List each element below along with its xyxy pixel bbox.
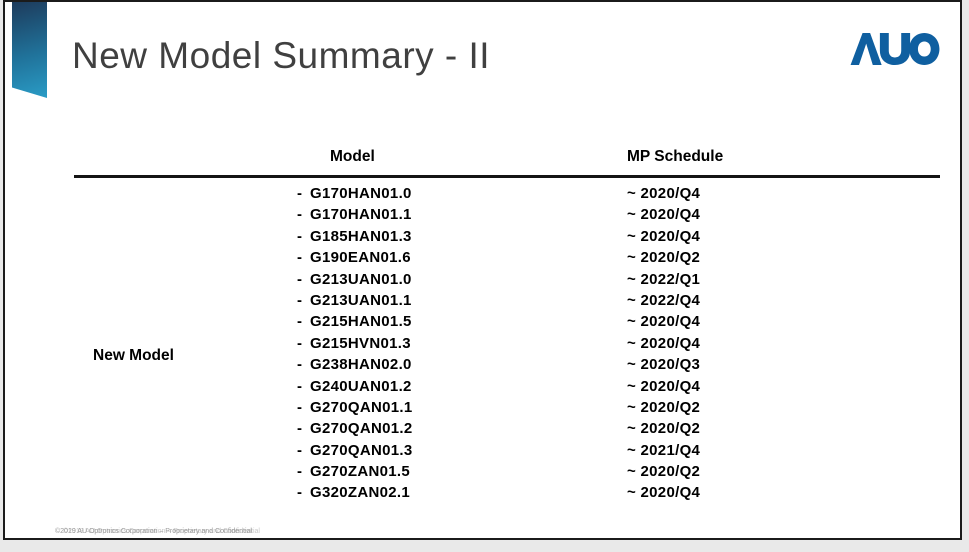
table-row: - G213UAN01.0 ~ 2022/Q1 <box>5 271 960 292</box>
table-row: - G320ZAN02.1 ~ 2020/Q4 <box>5 484 960 505</box>
model-cell: G213UAN01.1 <box>310 291 412 309</box>
table-row: - G185HAN01.3 ~ 2020/Q4 <box>5 228 960 249</box>
model-cell: G240UAN01.2 <box>310 377 412 395</box>
schedule-cell: ~ 2022/Q4 <box>627 291 701 309</box>
row-bullet: - <box>297 313 303 331</box>
column-header-mp-schedule: MP Schedule <box>627 148 724 165</box>
accent-ribbon <box>12 2 47 98</box>
table-row: - G270ZAN01.5 ~ 2020/Q2 <box>5 463 960 484</box>
model-cell: G270QAN01.1 <box>310 398 413 416</box>
row-bullet: - <box>297 484 303 502</box>
model-cell: G215HAN01.5 <box>310 313 412 331</box>
column-header-model: Model <box>330 148 375 165</box>
model-cell: G213UAN01.0 <box>310 270 412 288</box>
schedule-cell: ~ 2020/Q4 <box>627 185 701 202</box>
table-row: - G215HAN01.5 ~ 2020/Q4 <box>5 313 960 334</box>
model-cell: G170HAN01.0 <box>310 185 412 202</box>
model-cell: G270QAN01.2 <box>310 420 413 438</box>
row-bullet: - <box>297 206 303 224</box>
schedule-cell: ~ 2020/Q2 <box>627 249 701 267</box>
schedule-cell: ~ 2022/Q1 <box>627 270 701 288</box>
row-bullet: - <box>297 334 303 352</box>
header-divider <box>74 175 940 178</box>
auo-logo-icon <box>850 33 940 65</box>
slide: New Model Summary - II Model MP Schedule… <box>3 0 962 540</box>
row-bullet: - <box>297 356 303 374</box>
schedule-cell: ~ 2020/Q4 <box>627 334 701 352</box>
model-cell: G215HVN01.3 <box>310 334 411 352</box>
row-bullet: - <box>297 291 303 309</box>
table-row: - G238HAN02.0 ~ 2020/Q3 <box>5 356 960 377</box>
row-bullet: - <box>297 270 303 288</box>
row-bullet: - <box>297 441 303 459</box>
schedule-cell: ~ 2020/Q4 <box>627 484 701 502</box>
schedule-cell: ~ 2020/Q2 <box>627 420 701 438</box>
page-title: New Model Summary - II <box>72 35 491 76</box>
schedule-cell: ~ 2021/Q4 <box>627 441 701 459</box>
table-row: - G215HVN01.3 ~ 2020/Q4 <box>5 335 960 356</box>
model-cell: G190EAN01.6 <box>310 249 411 267</box>
schedule-cell: ~ 2020/Q4 <box>627 227 701 245</box>
model-cell: G238HAN02.0 <box>310 356 412 374</box>
row-bullet: - <box>297 185 303 202</box>
model-cell: G170HAN01.1 <box>310 206 412 224</box>
row-bullet: - <box>297 249 303 267</box>
schedule-cell: ~ 2020/Q2 <box>627 463 701 481</box>
schedule-cell: ~ 2020/Q4 <box>627 377 701 395</box>
row-bullet: - <box>297 398 303 416</box>
table-row: - G270QAN01.1 ~ 2020/Q2 <box>5 399 960 420</box>
schedule-cell: ~ 2020/Q3 <box>627 356 701 374</box>
model-cell: G270ZAN01.5 <box>310 463 411 481</box>
footer-copyright: ©2019 AU Optronics Corporation – Proprie… <box>55 528 260 535</box>
schedule-cell: ~ 2020/Q2 <box>627 398 701 416</box>
model-cell: G270QAN01.3 <box>310 441 413 459</box>
schedule-cell: ~ 2020/Q4 <box>627 313 701 331</box>
table-row: - G170HAN01.1 ~ 2020/Q4 <box>5 206 960 227</box>
table-row: - G270QAN01.2 ~ 2020/Q2 <box>5 420 960 441</box>
model-cell: G185HAN01.3 <box>310 227 412 245</box>
footer-copyright-ghost: ©2019 AU Optronics Corporation – Proprie… <box>63 528 260 535</box>
row-bullet: - <box>297 377 303 395</box>
table-row: - G270QAN01.3 ~ 2021/Q4 <box>5 442 960 463</box>
table-row: - G190EAN01.6 ~ 2020/Q2 <box>5 249 960 270</box>
row-group-label: New Model <box>93 347 174 364</box>
schedule-cell: ~ 2020/Q4 <box>627 206 701 224</box>
table-row: - G213UAN01.1 ~ 2022/Q4 <box>5 292 960 313</box>
row-bullet: - <box>297 227 303 245</box>
row-bullet: - <box>297 420 303 438</box>
footer-copyright-text: ©2019 AU Optronics Corporation – Proprie… <box>55 528 252 535</box>
table-row: - G240UAN01.2 ~ 2020/Q4 <box>5 378 960 399</box>
model-table: - G170HAN01.0 ~ 2020/Q4 - G170HAN01.1 ~ … <box>5 185 960 506</box>
table-row: - G170HAN01.0 ~ 2020/Q4 <box>5 185 960 206</box>
model-cell: G320ZAN02.1 <box>310 484 411 502</box>
row-bullet: - <box>297 463 303 481</box>
